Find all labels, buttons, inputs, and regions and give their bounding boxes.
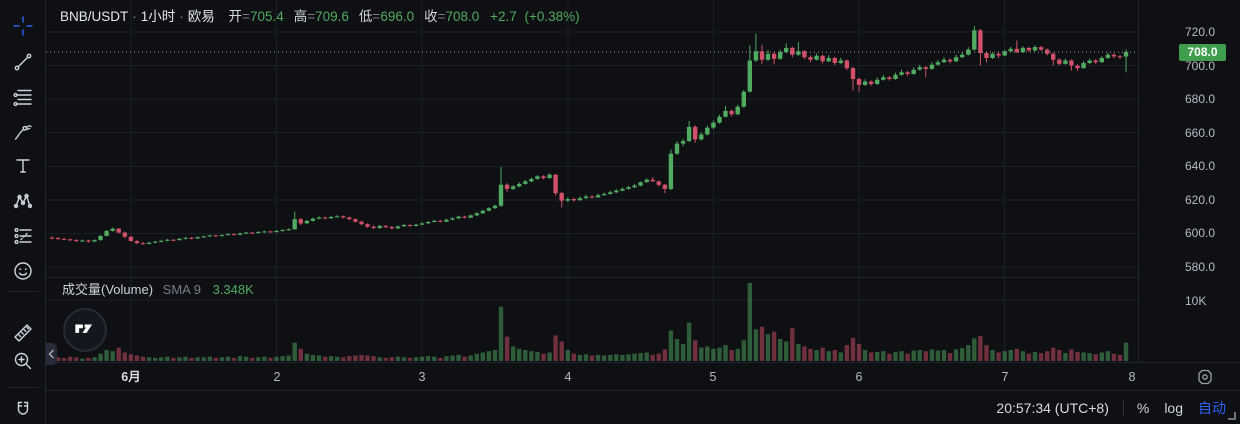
zoom-in-icon	[14, 352, 32, 370]
price-tick-label: 640.0	[1185, 159, 1216, 173]
crosshair-icon	[13, 16, 33, 36]
trend-line-icon	[14, 53, 32, 71]
ohlc-item: 高=709.6	[293, 9, 349, 24]
volume-sma-value: 3.348K	[212, 282, 254, 297]
time-tick-label: 6月	[121, 370, 141, 384]
text-icon	[16, 159, 30, 173]
percent-scale-button[interactable]: %	[1136, 399, 1150, 416]
drawing-toolbar	[0, 0, 46, 424]
price-tick-label: 680.0	[1185, 92, 1216, 106]
tool-trend-line-button[interactable]	[8, 47, 38, 77]
time-tick-label: 2	[273, 370, 281, 384]
brush-icon	[14, 125, 32, 140]
volume-scale-label: 10K	[1185, 294, 1207, 308]
price-tick-label: 700.0	[1185, 59, 1216, 73]
price-axis[interactable]: 720.0 700.0 680.0 660.0 640.0 620.0 600.0 580.0…	[1138, 0, 1240, 362]
tradingview-logo[interactable]	[63, 308, 107, 352]
gear-icon	[1198, 369, 1212, 385]
price-tick-label: 720.0	[1185, 25, 1216, 39]
resize-corner-handle[interactable]	[1228, 412, 1236, 420]
legend-separator: ·	[179, 9, 184, 24]
pane-divider[interactable]	[46, 277, 1240, 278]
magnet-icon	[17, 401, 29, 415]
change-value: +2.7	[490, 9, 517, 24]
timeframe-label[interactable]: 1小时	[140, 9, 176, 24]
ohlc-item: 开=705.4	[228, 9, 284, 24]
xabcd-pattern-icon	[13, 193, 33, 209]
ohlc-item: 收=708.0	[424, 9, 480, 24]
toolbar-collapse-handle[interactable]	[46, 343, 57, 365]
time-tick-label: 6	[855, 370, 863, 384]
price-tick-label: 620.0	[1185, 193, 1216, 207]
price-tick-label: 600.0	[1185, 226, 1216, 240]
forecast-icon	[14, 227, 32, 245]
tool-brush-button[interactable]	[8, 117, 38, 147]
tool-ruler-button[interactable]	[8, 318, 38, 348]
symbol-legend: BNB/USDT · 1小时 · 欧易 开=705.4 高=709.6 低=696.0 收=7…	[60, 8, 580, 26]
legend-separator: ·	[132, 9, 137, 24]
time-tick-label: 8	[1128, 370, 1136, 384]
candles	[49, 26, 1129, 245]
tool-text-button[interactable]	[8, 151, 38, 181]
tool-xabcd-pattern-button[interactable]	[8, 186, 38, 216]
price-tick-label: 580.0	[1185, 260, 1216, 274]
log-scale-button[interactable]: log	[1164, 399, 1183, 416]
change-percent: (+0.38%)	[524, 9, 580, 24]
axis-settings-button[interactable]	[1194, 366, 1216, 388]
toolbar-divider	[8, 387, 38, 388]
tool-fib-retracement-button[interactable]	[8, 82, 38, 112]
status-divider	[1122, 398, 1124, 417]
fib-retracement-icon	[13, 89, 32, 107]
volume-legend: 成交量(Volume) SMA 9 3.348K	[62, 282, 254, 298]
price-tick-label: 660.0	[1185, 126, 1216, 140]
status-bar: 20:57:34 (UTC+8) % log 自动	[46, 390, 1240, 424]
emoji-icon	[14, 262, 32, 280]
tool-zoom-in-button[interactable]	[8, 346, 38, 376]
toolbar-divider	[8, 291, 38, 292]
time-tick-label: 5	[709, 370, 717, 384]
time-tick-label: 7	[1001, 370, 1009, 384]
symbol-title[interactable]: BNB/USDT	[60, 9, 129, 24]
volume-sma-label: SMA 9	[162, 282, 201, 297]
time-axis[interactable]: 6月 2 3 4 5 6 7 8	[46, 362, 1240, 390]
ohlc-readout: 开=705.4 高=709.6 低=696.0 收=708.0	[219, 9, 480, 24]
exchange-label: 欧易	[187, 9, 215, 24]
tradingview-logo-icon	[75, 324, 93, 333]
volume-indicator-title[interactable]: 成交量(Volume)	[62, 282, 154, 297]
auto-scale-button[interactable]: 自动	[1198, 399, 1226, 416]
tool-crosshair-button[interactable]	[8, 11, 38, 41]
time-tick-label: 4	[564, 370, 572, 384]
ohlc-item: 低=696.0	[358, 9, 415, 24]
clock-button[interactable]: 20:57:34 (UTC+8)	[996, 399, 1109, 416]
candlestick-chart[interactable]	[46, 0, 1138, 362]
volume-bars	[49, 282, 1129, 361]
tool-emoji-button[interactable]	[8, 256, 38, 286]
time-tick-label: 3	[418, 370, 426, 384]
chevron-left-icon	[48, 349, 54, 359]
tool-magnet-button[interactable]	[8, 395, 38, 424]
ruler-icon	[14, 324, 32, 342]
last-price-badge: 708.0	[1179, 44, 1226, 61]
tool-forecast-button[interactable]	[8, 221, 38, 251]
